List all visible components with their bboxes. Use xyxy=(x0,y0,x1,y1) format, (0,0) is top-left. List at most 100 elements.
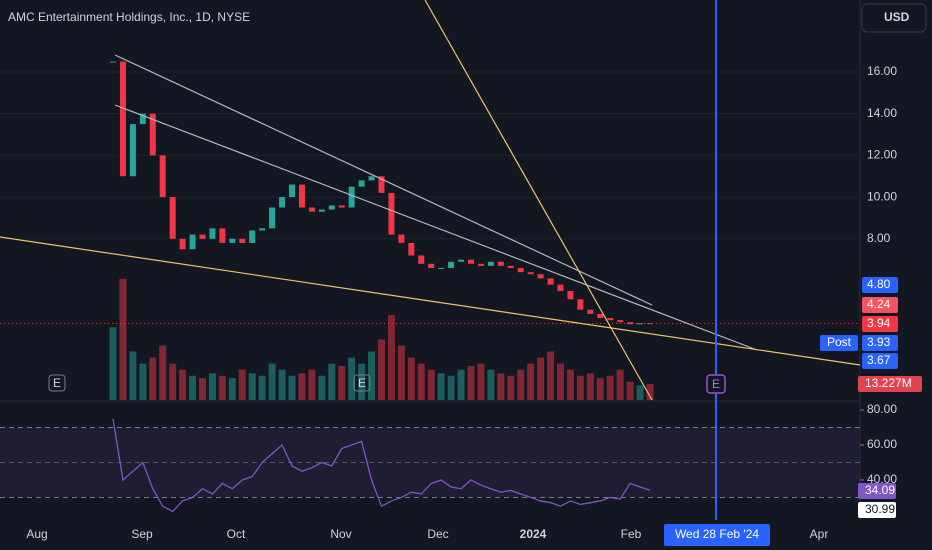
candle xyxy=(487,261,494,266)
volume-bar xyxy=(298,373,306,400)
volume-bar xyxy=(646,383,654,400)
candle xyxy=(398,234,405,243)
volume-bar xyxy=(169,363,177,400)
candle xyxy=(627,322,634,325)
x-tick-label: 2024 xyxy=(520,527,547,541)
price-badge-label: 4.24 xyxy=(867,297,891,311)
candle xyxy=(119,61,126,177)
price-badge xyxy=(862,277,898,293)
volume-bar xyxy=(199,378,206,400)
volume-bar xyxy=(358,363,366,400)
currency-button[interactable] xyxy=(861,3,927,33)
candle xyxy=(308,207,315,212)
volume-bar xyxy=(318,375,326,400)
candle xyxy=(507,265,514,268)
rsi-tick-label: 80.00 xyxy=(867,402,897,416)
candle xyxy=(587,309,594,314)
volume-bar xyxy=(397,345,405,400)
volume-bar xyxy=(109,327,117,400)
candle xyxy=(607,318,614,321)
candle xyxy=(577,299,584,310)
candle xyxy=(438,267,445,269)
trendline xyxy=(114,54,653,306)
price-badge-label: 3.93 xyxy=(867,335,891,349)
volume-bar xyxy=(218,375,226,400)
volume-bar xyxy=(208,373,216,400)
candle xyxy=(358,180,365,187)
volume-bar xyxy=(348,357,356,400)
cursor-date: Wed 28 Feb '24 xyxy=(675,527,759,541)
x-tick-label: Oct xyxy=(227,527,246,541)
x-tick-label: Apr xyxy=(810,527,829,541)
candle xyxy=(139,113,146,125)
volume-bar xyxy=(179,369,187,400)
candle xyxy=(279,197,286,208)
candle xyxy=(567,290,574,300)
earnings-label: E xyxy=(53,376,61,390)
candle xyxy=(348,186,355,208)
candle xyxy=(189,234,196,250)
candle xyxy=(617,320,624,323)
candle xyxy=(149,113,156,156)
cursor-date-badge xyxy=(664,524,770,546)
earnings-label: E xyxy=(358,376,366,390)
volume-bar xyxy=(586,373,594,400)
volume-bar xyxy=(159,345,167,400)
volume-bar xyxy=(129,351,137,400)
x-tick-label: Feb xyxy=(621,527,642,541)
currency-label[interactable]: USD xyxy=(884,10,910,24)
price-badge-label: 3.67 xyxy=(867,353,891,367)
volume-bar xyxy=(497,373,505,400)
volume-bar xyxy=(119,278,127,400)
volume-bar xyxy=(507,375,515,400)
candle xyxy=(428,263,435,268)
volume-bar xyxy=(596,378,604,400)
candle xyxy=(448,261,455,268)
volume-bar xyxy=(328,363,336,400)
candle xyxy=(249,230,256,243)
volume-badge xyxy=(858,376,922,392)
candle xyxy=(219,228,226,243)
volume-bar xyxy=(387,315,395,400)
trendlines xyxy=(0,0,861,520)
earnings-label[interactable]: E xyxy=(712,377,720,391)
candle xyxy=(239,238,246,243)
candle xyxy=(418,255,425,264)
candle xyxy=(229,238,236,243)
volume-bar xyxy=(517,369,525,400)
candle xyxy=(468,259,474,264)
earnings-box[interactable] xyxy=(706,374,726,394)
candle xyxy=(179,238,186,250)
candle xyxy=(169,197,176,239)
volume-bar xyxy=(258,375,266,400)
price-badge xyxy=(862,297,898,313)
volume-bar xyxy=(228,378,236,400)
symbol-title: AMC Entertainment Holdings, Inc., 1D, NY… xyxy=(8,10,250,24)
volume-bar xyxy=(576,375,584,400)
rsi-line xyxy=(112,418,651,513)
post-label: Post xyxy=(827,335,852,349)
volume-bar xyxy=(368,351,376,400)
x-tick-label: Aug xyxy=(26,527,47,541)
volume-bar xyxy=(566,369,574,400)
candle xyxy=(388,192,395,235)
candle xyxy=(129,124,136,177)
y-tick-label: 12.00 xyxy=(867,148,897,162)
y-tick-label: 14.00 xyxy=(867,106,897,120)
price-badge xyxy=(862,335,898,351)
volume-bar xyxy=(606,375,614,400)
candle xyxy=(269,207,276,229)
candle xyxy=(289,184,295,198)
candle xyxy=(338,205,345,208)
candle xyxy=(378,176,385,193)
earnings: E E E xyxy=(48,374,726,394)
volume-bar xyxy=(457,369,465,400)
candle xyxy=(259,228,266,231)
volume-bar xyxy=(557,363,564,400)
rsi-badge xyxy=(858,483,896,499)
volume-bar xyxy=(616,369,624,400)
volume-bar xyxy=(407,357,415,400)
price-badge xyxy=(862,316,898,332)
candle xyxy=(647,323,653,325)
volume-bar xyxy=(248,373,256,400)
